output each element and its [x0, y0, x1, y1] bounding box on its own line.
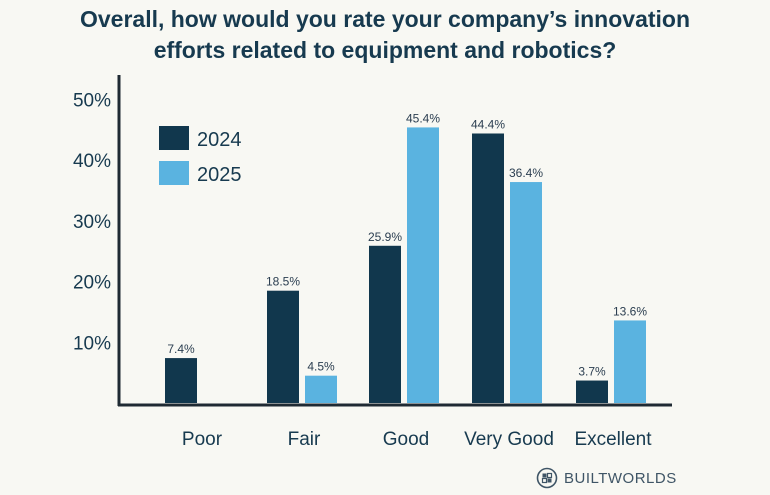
- y-tick-label: 20%: [73, 273, 111, 294]
- data-label: 18.5%: [266, 275, 300, 289]
- chart-title: Overall, how would you rate your company…: [0, 4, 770, 66]
- category-label: Very Good: [464, 429, 554, 450]
- legend-swatch-2025: [159, 161, 189, 185]
- bar-2025-fair: [305, 375, 337, 403]
- legend-label-2025: 2025: [197, 164, 242, 186]
- brand-logo: BUILTWORLDS: [536, 466, 677, 490]
- data-label: 45.4%: [406, 111, 440, 125]
- y-tick-label: 10%: [73, 333, 111, 354]
- bar-2025-very-good: [510, 182, 542, 403]
- data-label: 3.7%: [578, 365, 606, 379]
- category-label: Fair: [288, 429, 321, 450]
- brand-name: BUILTWORLDS: [564, 469, 677, 487]
- category-label: Good: [383, 429, 429, 450]
- data-label: 25.9%: [368, 230, 402, 244]
- y-tick-label: 50%: [73, 91, 111, 112]
- bar-2024-excellent: [576, 380, 608, 403]
- bar-2025-excellent: [614, 320, 646, 403]
- chart-title-line-2: efforts related to equipment and robotic…: [153, 37, 617, 63]
- data-label: 44.4%: [471, 117, 505, 131]
- data-label: 13.6%: [613, 304, 647, 318]
- builtworlds-logo-icon: [536, 467, 558, 489]
- bar-2024-very-good: [472, 133, 504, 403]
- data-label: 36.4%: [509, 166, 543, 180]
- category-label: Poor: [182, 429, 223, 450]
- y-tick-label: 40%: [73, 151, 111, 172]
- data-label: 7.4%: [167, 342, 195, 356]
- legend-label-2024: 2024: [197, 129, 242, 151]
- y-tick-label: 30%: [73, 212, 111, 233]
- bar-2024-poor: [165, 358, 197, 403]
- bar-2024-good: [369, 245, 401, 403]
- legend-swatch-2024: [159, 126, 189, 150]
- data-label: 4.5%: [307, 360, 335, 374]
- category-label: Excellent: [574, 429, 652, 450]
- bar-2024-fair: [267, 290, 299, 403]
- bar-2025-good: [407, 127, 439, 403]
- chart-title-line-1: Overall, how would you rate your company…: [79, 6, 691, 32]
